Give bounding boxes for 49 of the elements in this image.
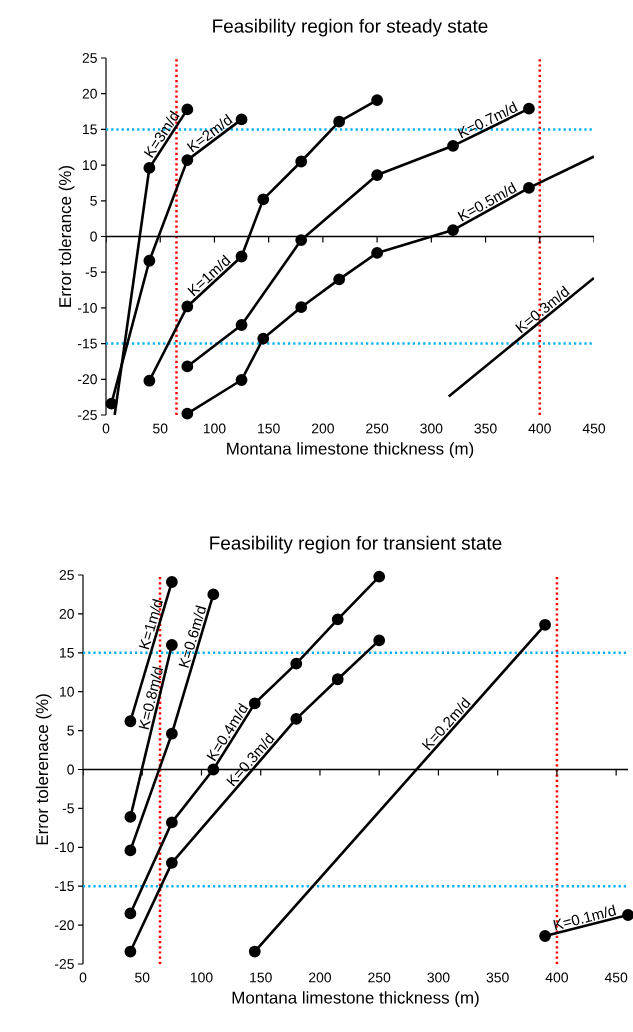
y-tick-label: 15 xyxy=(83,124,97,135)
x-axis-title: Montana limestone thickness (m) xyxy=(227,442,474,458)
y-tick-label: -25 xyxy=(77,410,97,420)
y-tick-label: -25 xyxy=(54,959,74,969)
chart-title: Feasibility region for transient state xyxy=(210,535,502,554)
y-tick-label: -15 xyxy=(77,338,97,349)
y-tick-label: 15 xyxy=(60,647,74,658)
x-tick-label: 150 xyxy=(258,423,280,434)
y-tick-label: -20 xyxy=(77,374,97,385)
x-tick-label: 0 xyxy=(102,423,110,434)
y-tick-label: 10 xyxy=(60,686,74,697)
y-tick-label: 10 xyxy=(83,160,97,171)
y-tick-label: 20 xyxy=(82,88,97,99)
y-tick-label: 5 xyxy=(90,195,97,206)
x-tick-label: 400 xyxy=(545,972,569,983)
x-tick-label: 400 xyxy=(528,423,551,434)
x-tick-label: 250 xyxy=(368,972,391,983)
y-tick-label: 0 xyxy=(67,764,74,775)
chart-title: Feasibility region for steady state xyxy=(213,18,488,37)
y-tick-label: -15 xyxy=(54,881,74,892)
text: K=0.8m/d xyxy=(138,666,164,730)
x-tick-label: 100 xyxy=(203,423,226,434)
y-tick-label: 25 xyxy=(82,53,97,63)
x-tick-label: 200 xyxy=(311,423,334,434)
y-tick-label: 25 xyxy=(59,570,74,580)
y-tick-label: -10 xyxy=(77,302,97,313)
x-axis-title: Montana limestone thickness (m) xyxy=(232,991,479,1007)
y-tick-label: 20 xyxy=(59,608,74,619)
y-tick-label: -5 xyxy=(85,267,97,278)
x-tick-label: 300 xyxy=(427,972,450,983)
text: K=1m/d xyxy=(138,598,163,650)
y-tick-label: 5 xyxy=(67,725,74,736)
x-tick-label: 450 xyxy=(582,423,606,434)
x-tick-label: 250 xyxy=(366,423,389,434)
x-tick-label: 300 xyxy=(420,423,443,434)
x-tick-label: 50 xyxy=(153,423,168,434)
y-tick-label: -10 xyxy=(54,842,74,853)
x-tick-label: 200 xyxy=(309,972,332,983)
y-axis-title: Error tolerance (%) xyxy=(58,166,75,307)
x-tick-label: 50 xyxy=(135,972,150,983)
y-tick-label: -20 xyxy=(54,920,74,931)
y-axis-title: Error tolerenace (%) xyxy=(35,694,52,845)
x-tick-label: 150 xyxy=(250,972,272,983)
y-tick-label: -5 xyxy=(62,803,74,814)
x-tick-label: 100 xyxy=(190,972,213,983)
y-tick-label: 0 xyxy=(90,231,97,242)
x-tick-label: 450 xyxy=(604,972,628,983)
x-tick-label: 350 xyxy=(486,972,509,983)
x-tick-label: 350 xyxy=(474,423,497,434)
